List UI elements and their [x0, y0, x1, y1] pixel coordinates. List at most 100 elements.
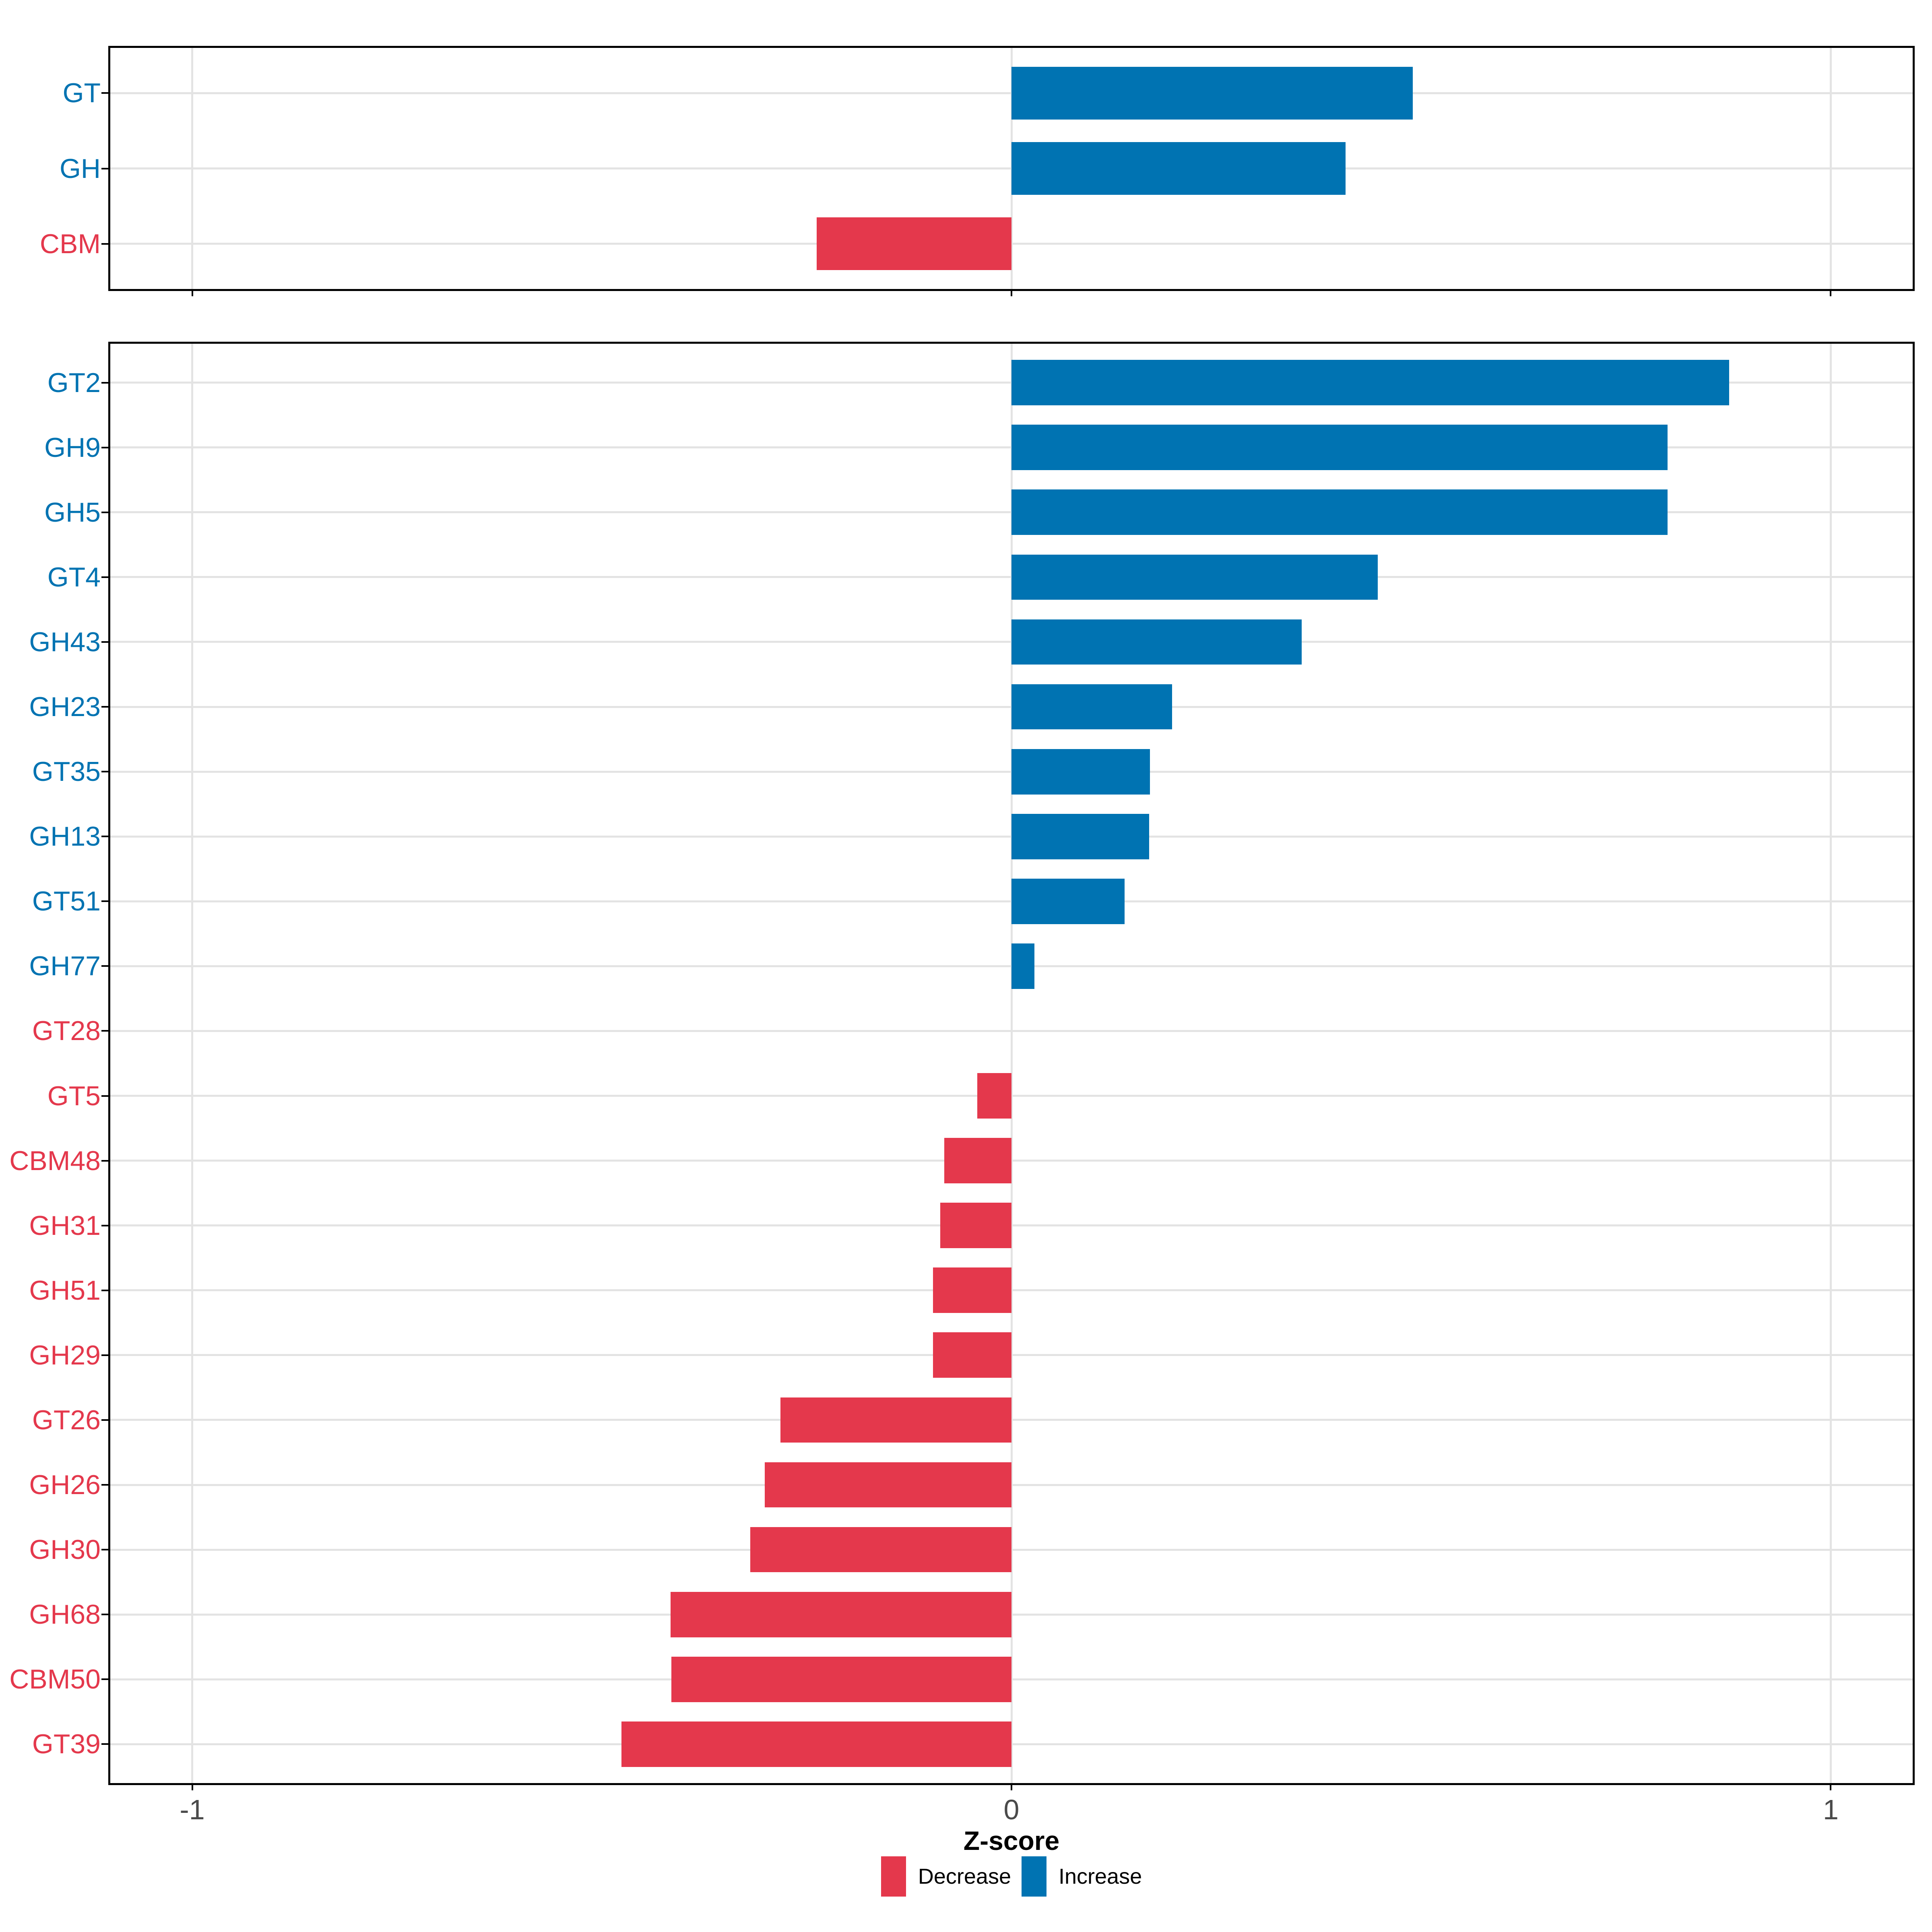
y-axis-tick — [101, 1354, 110, 1356]
y-axis-label-CBM50: CBM50 — [9, 1664, 101, 1695]
y-axis-label-CBM48: CBM48 — [9, 1145, 101, 1176]
y-axis-tick — [101, 382, 110, 384]
legend-item-increase: Increase — [1021, 1856, 1142, 1897]
y-axis-tick — [101, 900, 110, 902]
bar-GT39 — [621, 1721, 1011, 1767]
bar-GH13 — [1011, 813, 1149, 859]
gridline-y — [110, 1160, 1913, 1162]
bar-CBM50 — [671, 1656, 1011, 1702]
x-axis-tick — [191, 289, 193, 296]
y-axis-tick — [101, 1160, 110, 1162]
y-axis-label-GT4: GT4 — [47, 561, 101, 592]
bar-CBM48 — [944, 1138, 1011, 1183]
y-axis-tick — [101, 1030, 110, 1032]
legend: Decrease Increase — [110, 1856, 1913, 1897]
gridline-y — [110, 1095, 1913, 1097]
y-axis-tick — [101, 706, 110, 708]
x-axis-tick — [1011, 289, 1012, 296]
y-axis-label-GT2: GT2 — [47, 367, 101, 398]
y-axis-tick — [101, 1678, 110, 1680]
y-axis-label-GT5: GT5 — [47, 1080, 101, 1111]
x-axis-tick-label: 0 — [1003, 1794, 1020, 1825]
y-axis-tick — [101, 836, 110, 838]
gridline-y — [110, 1289, 1913, 1292]
gridline-x — [1829, 344, 1832, 1783]
y-axis-tick — [101, 1743, 110, 1745]
y-axis-label-GH43: GH43 — [29, 626, 101, 657]
y-axis-tick — [101, 1095, 110, 1097]
y-axis-tick — [101, 511, 110, 513]
legend-label-decrease: Decrease — [918, 1864, 1011, 1889]
y-axis-tick — [101, 446, 110, 448]
bar-GH77 — [1011, 943, 1034, 989]
y-axis-label-GH77: GH77 — [29, 951, 101, 982]
bar-GT4 — [1011, 554, 1378, 600]
y-axis-tick — [101, 1614, 110, 1616]
y-axis-tick — [101, 167, 110, 169]
decrease-swatch-icon — [881, 1856, 906, 1897]
y-axis-label-GH30: GH30 — [29, 1534, 101, 1565]
increase-swatch-icon — [1021, 1856, 1046, 1897]
y-axis-label-GH26: GH26 — [29, 1470, 101, 1501]
bar-GH31 — [940, 1203, 1011, 1249]
y-axis-label-GH29: GH29 — [29, 1340, 101, 1371]
y-axis-tick — [101, 1484, 110, 1486]
y-axis-label-GT26: GT26 — [32, 1404, 101, 1435]
gridline-y — [110, 1613, 1913, 1616]
bar-GH30 — [750, 1527, 1011, 1573]
gridline-y — [110, 1224, 1913, 1227]
y-axis-tick — [101, 1549, 110, 1551]
bar-GT2 — [1011, 360, 1730, 406]
x-axis-tick-label: 1 — [1823, 1794, 1839, 1825]
y-axis-label-CBM: CBM — [39, 228, 101, 259]
y-axis-tick — [101, 92, 110, 94]
x-axis-title: Z-score — [963, 1826, 1060, 1856]
x-axis-tick-label: -1 — [180, 1794, 205, 1825]
x-axis-tick — [1011, 1783, 1012, 1790]
y-axis-tick — [101, 576, 110, 578]
y-axis-label-GH: GH — [60, 153, 101, 184]
bar-GH68 — [671, 1591, 1011, 1637]
legend-item-decrease: Decrease — [881, 1856, 1011, 1897]
gridline-y — [110, 1030, 1913, 1032]
bar-GH — [1011, 142, 1346, 195]
x-axis-tick — [1830, 289, 1832, 296]
x-axis-tick — [191, 1783, 193, 1790]
bar-GH23 — [1011, 684, 1172, 730]
bar-GH26 — [765, 1462, 1011, 1508]
y-axis-label-GH5: GH5 — [44, 497, 101, 528]
gridline-y — [110, 1484, 1913, 1486]
gridline-x — [1010, 344, 1013, 1783]
bar-GH9 — [1011, 425, 1668, 471]
gridline-y — [110, 243, 1913, 245]
y-axis-label-GT: GT — [62, 78, 101, 109]
bar-GH29 — [933, 1332, 1011, 1378]
y-axis-label-GH23: GH23 — [29, 691, 101, 722]
gridline-y — [110, 1678, 1913, 1680]
bar-GT26 — [780, 1397, 1011, 1443]
bar-GT5 — [977, 1073, 1011, 1119]
y-axis-tick — [101, 965, 110, 967]
y-axis-label-GH68: GH68 — [29, 1599, 101, 1630]
bar-GH51 — [933, 1267, 1011, 1313]
y-axis-label-GT39: GT39 — [32, 1729, 101, 1760]
y-axis-label-GT35: GT35 — [32, 756, 101, 787]
bar-GT35 — [1011, 749, 1150, 795]
y-axis-tick — [101, 641, 110, 643]
y-axis-label-GH51: GH51 — [29, 1275, 101, 1306]
bar-GT51 — [1011, 878, 1125, 924]
gridline-y — [110, 1419, 1913, 1421]
gridline-y — [110, 1548, 1913, 1551]
gridline-y — [110, 1743, 1913, 1745]
bar-GH5 — [1011, 489, 1668, 535]
legend-label-increase: Increase — [1058, 1864, 1142, 1889]
y-axis-tick — [101, 1224, 110, 1226]
gridline-x — [191, 344, 194, 1783]
bar-GH43 — [1011, 619, 1302, 665]
x-axis-tick — [1830, 1783, 1832, 1790]
y-axis-label-GH13: GH13 — [29, 821, 101, 852]
y-axis-label-GH9: GH9 — [44, 432, 101, 463]
gridline-y — [110, 1354, 1913, 1356]
y-axis-tick — [101, 243, 110, 245]
